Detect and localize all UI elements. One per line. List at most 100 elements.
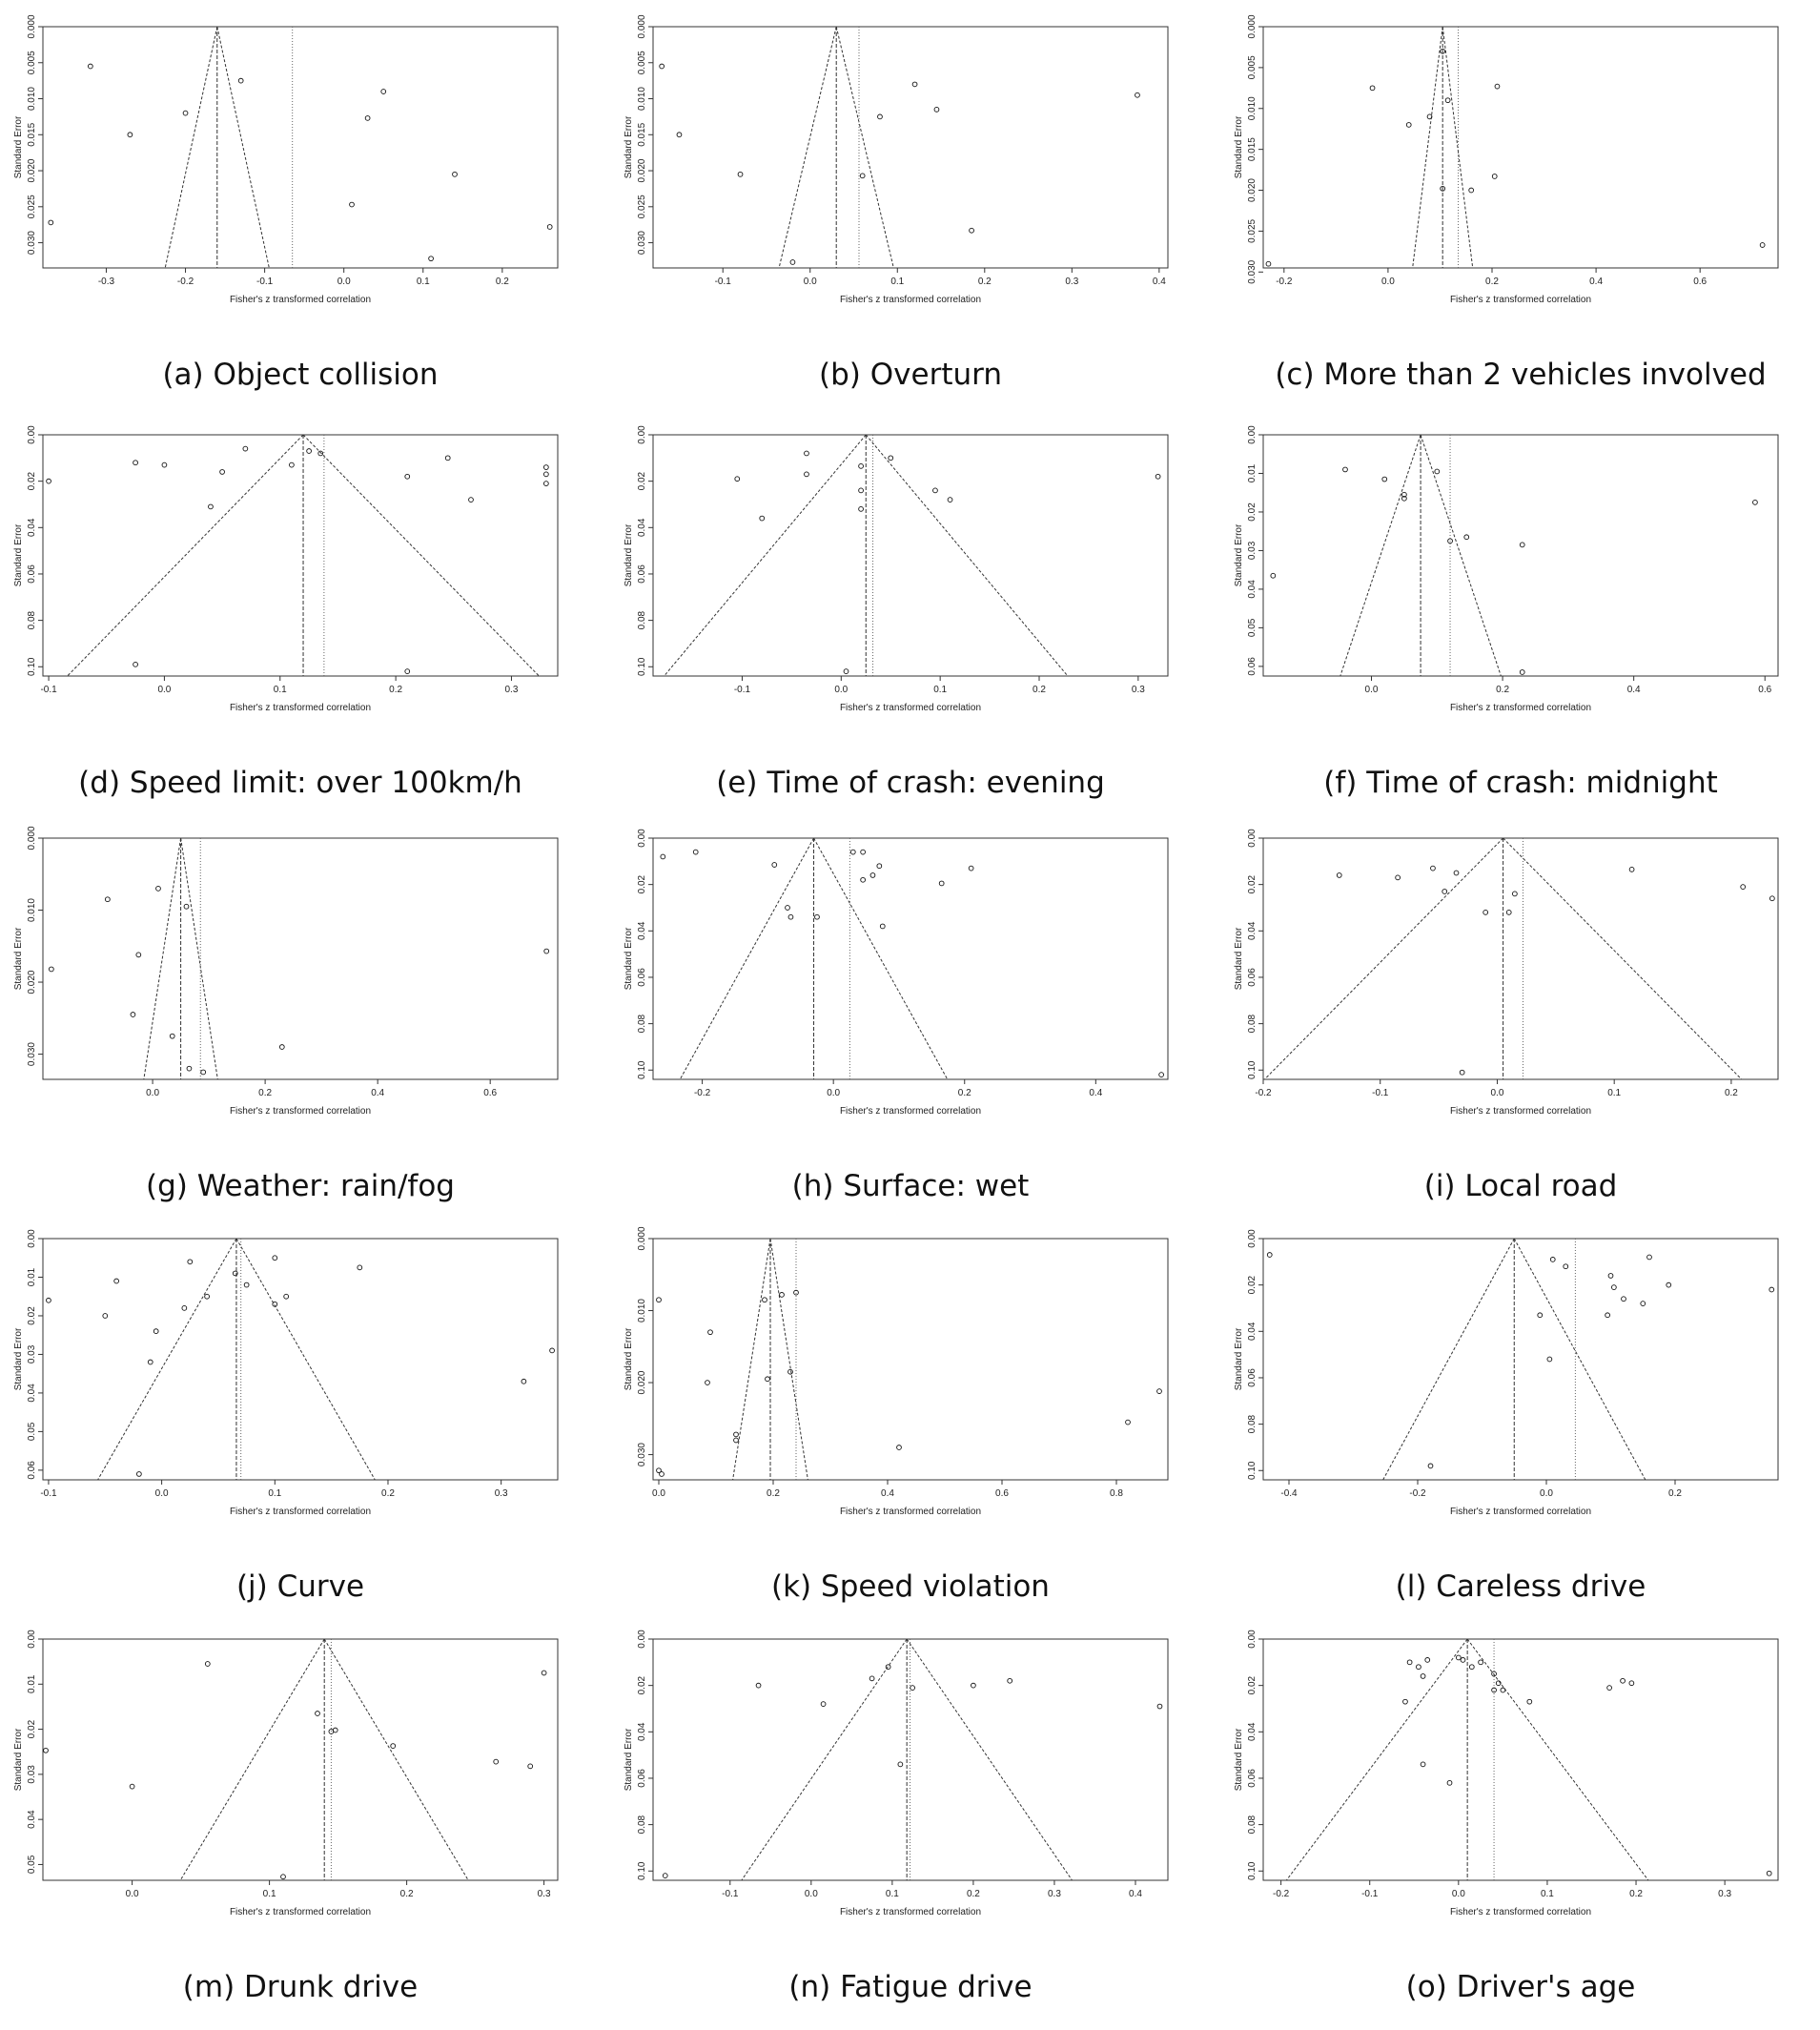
y-tick-label: 0.06	[637, 1769, 647, 1788]
y-tick-label: 0.015	[637, 122, 647, 146]
x-tick-label: 0.0	[1491, 1088, 1504, 1098]
data-point	[289, 461, 295, 468]
data-point	[1405, 122, 1412, 128]
x-tick-label: 0.0	[1381, 277, 1395, 287]
data-point	[879, 923, 886, 930]
y-tick-label: 0.04	[637, 518, 647, 537]
data-point	[1769, 895, 1775, 902]
funnel-right-line	[1420, 434, 1502, 677]
panel-caption: (h) Surface: wet	[791, 1169, 1030, 1203]
y-tick-label: 0.10	[27, 657, 37, 676]
data-point	[155, 886, 161, 892]
funnel-left-line	[664, 434, 867, 677]
plot-frame	[1262, 434, 1779, 677]
data-point	[1494, 83, 1501, 90]
funnel-right-line	[865, 434, 1069, 677]
x-axis-label: Fisher's z transformed correlation	[230, 1507, 371, 1517]
y-tick-label: 0.00	[637, 1630, 647, 1649]
data-point	[1156, 1703, 1163, 1710]
data-point	[183, 903, 190, 910]
x-tick-label: -0.1	[722, 1889, 739, 1899]
data-point	[789, 259, 796, 265]
data-point	[546, 224, 553, 230]
data-point	[1546, 1356, 1553, 1363]
data-point	[843, 668, 849, 674]
plot-frame	[1262, 837, 1779, 1080]
y-tick-label: 0.020	[1247, 178, 1258, 202]
plot-frame	[652, 837, 1169, 1080]
data-point	[105, 896, 111, 903]
funnel-left-line	[732, 1238, 771, 1481]
x-tick-label: 0.0	[834, 685, 848, 695]
x-tick-label: -0.2	[1255, 1088, 1272, 1098]
data-point	[860, 876, 866, 883]
x-tick-label: 0.0	[155, 1488, 169, 1499]
plot-frame	[42, 837, 559, 1080]
x-tick-label: -0.2	[1409, 1488, 1426, 1499]
x-tick-label: 0.6	[1693, 277, 1707, 287]
y-tick-label: 0.03	[27, 1765, 37, 1784]
y-axis-label: Standard Error	[1234, 523, 1244, 586]
data-point	[349, 201, 355, 208]
x-tick-label: 0.1	[263, 1889, 276, 1899]
data-point	[656, 1297, 662, 1303]
data-point	[543, 464, 549, 470]
funnel-left-line	[1264, 837, 1503, 1080]
x-tick-label: -0.2	[1276, 277, 1293, 287]
funnel-right-line	[216, 26, 270, 269]
data-point	[659, 1471, 665, 1477]
data-point	[1752, 499, 1758, 505]
y-tick-label: 0.010	[637, 1299, 647, 1323]
y-tick-label: 0.010	[27, 87, 37, 111]
x-tick-label: 0.2	[958, 1088, 971, 1098]
panel-caption: (k) Speed violation	[771, 1569, 1050, 1604]
data-point	[707, 1329, 713, 1336]
y-tick-label: 0.08	[637, 1014, 647, 1033]
funnel-plot-f: 0.0 0.2 0.4 0.6 0.00 0.01 0.02 0.03 0.04 0.05 0.06…	[1220, 408, 1820, 813]
data-point	[1495, 1680, 1502, 1687]
data-point	[1155, 473, 1161, 480]
data-point	[200, 1069, 207, 1076]
data-point	[888, 455, 894, 461]
y-tick-label: 0.02	[1247, 1675, 1258, 1694]
panel-caption: (l) Careless drive	[1395, 1569, 1646, 1604]
data-point	[1607, 1273, 1614, 1279]
data-point	[272, 1255, 278, 1261]
data-point	[46, 1297, 51, 1303]
data-point	[1401, 491, 1407, 498]
x-tick-label: 0.0	[146, 1088, 159, 1098]
y-tick-label: 0.04	[637, 1722, 647, 1741]
funnel-plot-c: -0.2 0.0 0.2 0.4 0.6 0.000 0.005 0.010 0.015 0.02…	[1220, 0, 1820, 405]
x-tick-label: -0.1	[1372, 1088, 1389, 1098]
data-point	[1459, 1069, 1465, 1076]
x-tick-label: 0.2	[767, 1488, 780, 1499]
data-point	[859, 173, 866, 179]
y-tick-label: 0.00	[637, 425, 647, 444]
data-point	[947, 497, 953, 502]
data-point	[849, 849, 856, 855]
y-tick-label: 0.10	[1247, 1461, 1258, 1480]
data-point	[541, 1670, 547, 1676]
data-point	[404, 473, 411, 480]
funnel-right-line	[180, 837, 218, 1080]
data-point	[860, 849, 866, 855]
data-point	[1446, 1779, 1453, 1786]
y-axis-label: Standard Error	[1234, 927, 1244, 990]
x-tick-label: -0.1	[40, 1488, 57, 1499]
data-point	[858, 462, 864, 469]
funnel-plot-a: -0.3 -0.2 -0.1 0.0 0.1 0.2 0.000 0.005 0.010 0.01…	[0, 0, 601, 405]
y-tick-label: 0.020	[637, 158, 647, 182]
y-tick-label: 0.000	[27, 14, 37, 38]
data-point	[1266, 1252, 1273, 1258]
data-point	[43, 1747, 49, 1753]
y-tick-label: 0.10	[1247, 1861, 1258, 1880]
plot-svg: -0.2 0.0 0.2 0.4 0.00 0.02 0.04 0.06 0.08 0.10 Fis…	[624, 829, 1169, 1117]
data-point	[804, 450, 809, 457]
data-point	[317, 450, 324, 457]
panel-caption: (f) Time of crash: midnight	[1323, 766, 1718, 800]
x-tick-label: 0.1	[1607, 1088, 1621, 1098]
x-tick-label: -0.1	[40, 685, 57, 695]
x-tick-label: 0.1	[890, 277, 904, 287]
data-point	[1401, 495, 1407, 502]
funnel-left-line	[143, 837, 182, 1080]
